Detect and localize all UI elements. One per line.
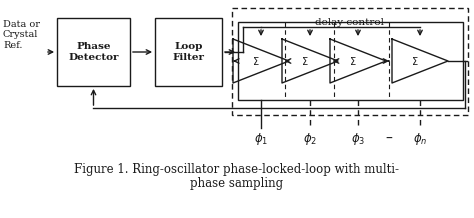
Text: $\Sigma$: $\Sigma$	[252, 55, 260, 67]
Text: Loop
Filter: Loop Filter	[173, 42, 204, 62]
Text: $\phi_{1}$: $\phi_{1}$	[254, 131, 268, 147]
Text: $\phi_{n}$: $\phi_{n}$	[413, 131, 427, 147]
Text: $\Sigma$: $\Sigma$	[411, 55, 419, 67]
Text: –: –	[385, 132, 392, 146]
Bar	[155, 18, 222, 86]
Text: $\phi_{2}$: $\phi_{2}$	[303, 131, 317, 147]
Text: delay control: delay control	[316, 18, 384, 27]
Text: $\phi_{3}$: $\phi_{3}$	[351, 131, 365, 147]
Bar	[57, 18, 130, 86]
Bar	[238, 22, 463, 100]
Text: phase sampling: phase sampling	[191, 177, 283, 190]
Text: Figure 1. Ring-oscillator phase-locked-loop with multi-: Figure 1. Ring-oscillator phase-locked-l…	[74, 163, 400, 176]
Text: Phase
Detector: Phase Detector	[68, 42, 119, 62]
Text: $\Sigma$: $\Sigma$	[301, 55, 309, 67]
Text: $\Sigma$: $\Sigma$	[349, 55, 357, 67]
Bar	[232, 8, 468, 115]
Text: Data or
Crystal
Ref.: Data or Crystal Ref.	[3, 20, 40, 50]
